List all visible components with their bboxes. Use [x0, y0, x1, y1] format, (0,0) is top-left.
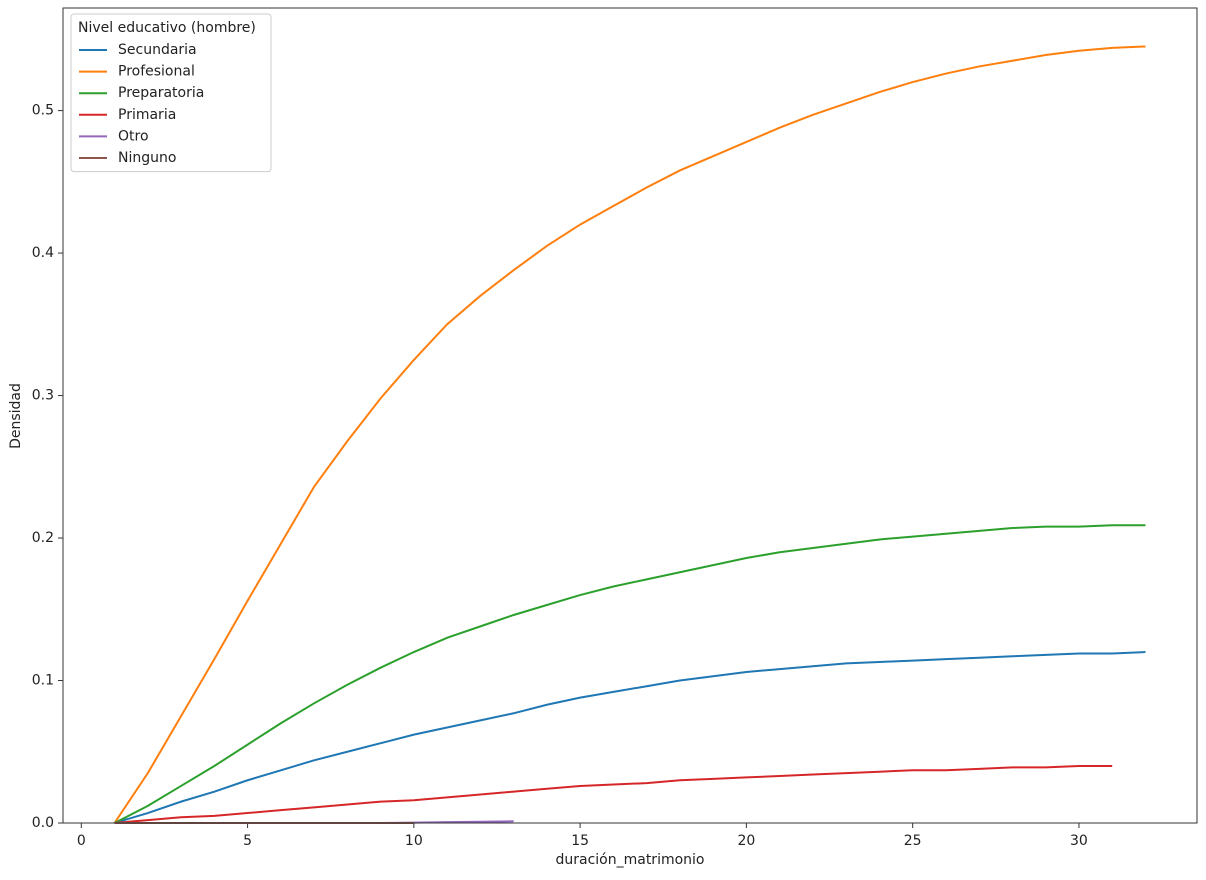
plot-frame	[62, 7, 1198, 824]
legend-title: Nivel educativo (hombre)	[78, 20, 256, 36]
x-tick-label: 10	[405, 833, 423, 849]
x-tick-label: 15	[571, 833, 589, 849]
y-axis-label: Densidad	[8, 383, 24, 449]
series-line	[114, 765, 1113, 824]
y-tick-label: 0.3	[32, 388, 54, 404]
legend-label: Ninguno	[118, 150, 176, 166]
legend-box	[70, 13, 272, 173]
series-line	[114, 651, 1146, 824]
x-tick-label: 25	[904, 833, 922, 849]
series-line	[114, 524, 1146, 824]
y-tick-label: 0.2	[32, 530, 54, 546]
x-tick-label: 5	[243, 833, 252, 849]
y-tick-label: 0.4	[32, 245, 54, 261]
x-tick-label: 30	[1070, 833, 1088, 849]
legend-label: Profesional	[118, 64, 195, 80]
y-tick-label: 0.1	[32, 673, 54, 689]
series-line	[113, 45, 1146, 824]
x-tick-label: 20	[737, 833, 755, 849]
y-tick-label: 0.5	[32, 103, 54, 119]
legend-label: Secundaria	[118, 42, 197, 58]
x-tick-label: 0	[77, 833, 86, 849]
legend-label: Preparatoria	[118, 85, 204, 101]
legend-label: Otro	[118, 128, 149, 144]
y-tick-label: 0.0	[32, 815, 54, 831]
x-axis-label: duración_matrimonio	[555, 852, 704, 868]
legend-label: Primaria	[118, 107, 176, 123]
